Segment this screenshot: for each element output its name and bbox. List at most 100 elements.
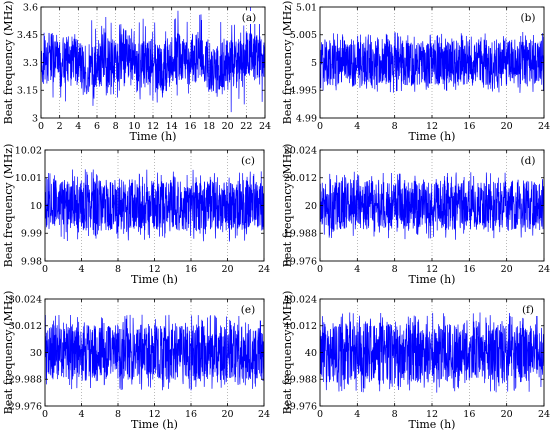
x-tick-label: 0 bbox=[317, 121, 323, 132]
y-tick-label: 10.02 bbox=[15, 145, 42, 156]
y-axis-label: Beat frequency (MHz) bbox=[281, 1, 294, 125]
y-tick-label: 3.15 bbox=[17, 86, 38, 97]
y-tick-label: 30.024 bbox=[9, 294, 42, 305]
y-tick-label: 29.988 bbox=[9, 375, 42, 386]
y-axis-label: Beat frequency (MHz) bbox=[2, 1, 15, 125]
y-tick-label: 39.976 bbox=[284, 401, 317, 412]
x-tick-label: 0 bbox=[317, 264, 323, 275]
x-tick-label: 0 bbox=[38, 121, 44, 132]
panel-label: (f) bbox=[522, 304, 534, 316]
y-tick-label: 40.024 bbox=[284, 294, 317, 305]
chart-panel-c: 0 4 8 12 16 20 24 9.98 9.99 10 10.01 10.02 (c) Time (… bbox=[2, 144, 270, 286]
x-tick-label: 4 bbox=[75, 121, 81, 132]
x-tick-label: 4 bbox=[354, 264, 360, 275]
x-tick-label: 16 bbox=[185, 409, 197, 420]
x-tick-label: 20 bbox=[501, 121, 513, 132]
x-tick-label: 16 bbox=[463, 121, 475, 132]
y-tick-label: 5 bbox=[311, 58, 317, 69]
y-tick-label: 3.6 bbox=[23, 2, 38, 13]
x-tick-label: 16 bbox=[184, 121, 196, 132]
x-tick-label: 20 bbox=[222, 121, 234, 132]
panel-label: (d) bbox=[521, 155, 536, 167]
chart-panel-d: 0 4 8 12 16 20 24 19.976 19.988 20 20.012 20.024 (d)… bbox=[281, 144, 550, 286]
y-tick-label: 10.01 bbox=[15, 173, 42, 184]
y-tick-label: 30.012 bbox=[9, 321, 42, 332]
x-tick-label: 4 bbox=[78, 264, 84, 275]
y-tick-label: 20 bbox=[305, 201, 317, 212]
y-tick-label: 20.012 bbox=[284, 173, 317, 184]
x-tick-label: 14 bbox=[166, 121, 178, 132]
x-tick-label: 12 bbox=[426, 121, 438, 132]
x-tick-label: 24 bbox=[259, 121, 271, 132]
x-axis-label: Time (h) bbox=[131, 418, 178, 431]
y-tick-label: 40.012 bbox=[284, 321, 317, 332]
x-tick-label: 24 bbox=[258, 409, 270, 420]
x-tick-label: 20 bbox=[221, 264, 233, 275]
x-tick-label: 12 bbox=[148, 409, 160, 420]
panel-label: (a) bbox=[242, 12, 256, 24]
x-tick-label: 4 bbox=[78, 409, 84, 420]
x-tick-label: 8 bbox=[115, 409, 121, 420]
x-axis-label: Time (h) bbox=[131, 273, 178, 286]
y-tick-label: 40 bbox=[305, 348, 317, 359]
x-tick-label: 24 bbox=[258, 264, 270, 275]
x-tick-label: 8 bbox=[113, 121, 119, 132]
x-tick-label: 0 bbox=[42, 264, 48, 275]
panel-label: (e) bbox=[241, 304, 255, 316]
x-tick-label: 8 bbox=[392, 264, 398, 275]
x-tick-label: 12 bbox=[147, 121, 159, 132]
x-tick-label: 24 bbox=[538, 409, 550, 420]
y-tick-label: 30 bbox=[30, 348, 42, 359]
signal-line bbox=[45, 169, 264, 242]
x-tick-label: 4 bbox=[354, 121, 360, 132]
x-tick-label: 20 bbox=[221, 409, 233, 420]
y-tick-label: 4.995 bbox=[290, 86, 317, 97]
y-tick-label: 5.01 bbox=[296, 2, 317, 13]
chart-panel-e: 0 4 8 12 16 20 24 29.976 29.988 30 30.012 30.024 (e)… bbox=[2, 291, 270, 431]
signal-line bbox=[320, 312, 544, 393]
x-axis-label: Time (h) bbox=[409, 418, 456, 431]
y-tick-label: 4.99 bbox=[296, 113, 317, 124]
y-axis-label: Beat frequency (MHz) bbox=[281, 144, 294, 268]
x-axis-label: Time (h) bbox=[409, 273, 456, 286]
x-tick-label: 8 bbox=[392, 409, 398, 420]
y-tick-label: 29.976 bbox=[9, 401, 42, 412]
panel-label-background bbox=[517, 154, 539, 167]
x-tick-label: 0 bbox=[42, 409, 48, 420]
x-tick-label: 0 bbox=[317, 409, 323, 420]
x-tick-label: 20 bbox=[501, 409, 513, 420]
x-axis-label: Time (h) bbox=[409, 130, 456, 143]
y-axis-label: Beat frequency (MHz) bbox=[2, 144, 15, 268]
y-tick-label: 39.988 bbox=[284, 375, 317, 386]
x-tick-label: 20 bbox=[501, 264, 513, 275]
x-tick-label: 24 bbox=[538, 264, 550, 275]
y-tick-label: 3 bbox=[32, 113, 38, 124]
y-tick-label: 5.005 bbox=[290, 30, 317, 41]
x-tick-label: 8 bbox=[115, 264, 121, 275]
x-tick-label: 16 bbox=[185, 264, 197, 275]
x-tick-label: 24 bbox=[538, 121, 550, 132]
panel-label-background bbox=[517, 11, 539, 24]
y-tick-label: 3.3 bbox=[23, 58, 38, 69]
x-tick-label: 4 bbox=[354, 409, 360, 420]
x-tick-label: 12 bbox=[148, 264, 160, 275]
panel-label: (b) bbox=[521, 12, 536, 24]
x-tick-label: 2 bbox=[57, 121, 63, 132]
y-tick-label: 19.976 bbox=[284, 256, 317, 267]
x-tick-label: 6 bbox=[94, 121, 100, 132]
y-axis-label: Beat frequency (MHz) bbox=[281, 291, 294, 415]
panel-label-background bbox=[517, 303, 539, 316]
x-tick-label: 16 bbox=[463, 264, 475, 275]
x-tick-label: 8 bbox=[392, 121, 398, 132]
y-tick-label: 9.99 bbox=[21, 229, 42, 240]
chart-panel-b: 0 4 8 12 16 20 24 4.99 4.995 5 5.005 5.01 (b) Time (h… bbox=[281, 1, 550, 143]
x-tick-label: 12 bbox=[426, 264, 438, 275]
y-tick-label: 20.024 bbox=[284, 145, 317, 156]
x-tick-label: 16 bbox=[463, 409, 475, 420]
x-tick-label: 18 bbox=[203, 121, 215, 132]
panel-label-background bbox=[237, 303, 259, 316]
signal-line bbox=[41, 7, 265, 113]
y-axis-label: Beat frequency (MHz) bbox=[2, 291, 15, 415]
panel-label: (c) bbox=[241, 155, 255, 167]
chart-panel-a: 0 2 4 6 8 10 12 14 16 18 20 22 2433.153.33.453.6(a)T… bbox=[2, 1, 271, 143]
